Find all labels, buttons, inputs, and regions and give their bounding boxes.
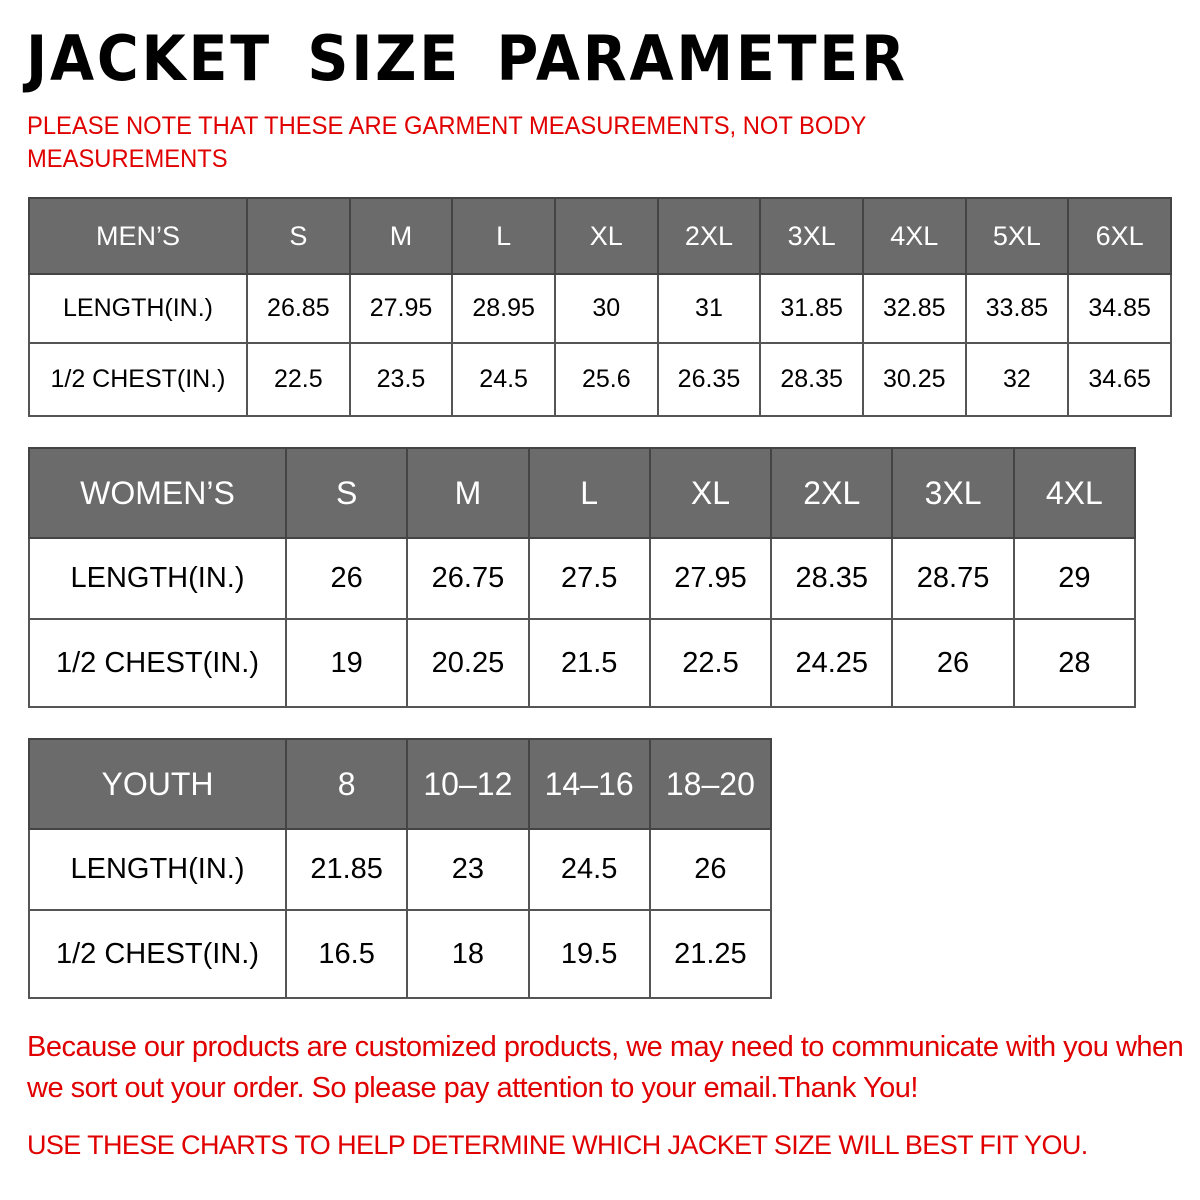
measurement-cell: 27.95: [648, 537, 773, 620]
measurement-cell: 28.35: [770, 537, 894, 620]
row-label: LENGTH(IN.): [28, 273, 248, 344]
size-header-cell: 10–12: [406, 738, 530, 830]
measurement-cell: 30: [553, 273, 659, 344]
measurement-cell: 22.5: [246, 342, 351, 417]
size-header-cell: 3XL: [759, 197, 864, 275]
table-header-row: WOMEN’S S M L XL 2XL 3XL 4XL: [28, 447, 1137, 539]
measurement-cell: 28.35: [759, 342, 864, 417]
size-header-cell: 4XL: [861, 197, 967, 275]
size-header-cell: M: [406, 447, 530, 539]
row-label: 1/2 CHEST(IN.): [28, 342, 248, 417]
measurement-cell: 23: [406, 828, 530, 911]
measurement-cell: 26.75: [406, 537, 530, 620]
measurement-cell: 34.65: [1067, 342, 1172, 417]
measurement-cell: 26: [648, 828, 773, 911]
measurement-cell: 19: [284, 618, 409, 708]
women-size-table: WOMEN’S S M L XL 2XL 3XL 4XL LENGTH(IN.) 26 26.75 2…: [28, 447, 1137, 708]
measurement-cell: 18: [406, 909, 530, 999]
footer-note: USE THESE CHARTS TO HELP DETERMINE WHICH…: [27, 1130, 1088, 1160]
table-category-label: YOUTH: [28, 738, 287, 830]
measurement-cell: 21.25: [648, 909, 773, 999]
table-header-row: MEN’S S M L XL 2XL 3XL 4XL 5XL 6XL: [28, 197, 1172, 275]
measurement-cell: 27.5: [527, 537, 651, 620]
measurement-cell: 31: [656, 273, 762, 344]
measurement-cell: 28.75: [891, 537, 1015, 620]
row-label: LENGTH(IN.): [28, 828, 287, 911]
size-header-cell: 2XL: [770, 447, 894, 539]
measurement-cell: 28: [1012, 618, 1137, 708]
measurement-cell: 20.25: [406, 618, 530, 708]
measurement-cell: 26: [891, 618, 1015, 708]
size-header-cell: 5XL: [964, 197, 1070, 275]
measurement-cell: 26: [284, 537, 409, 620]
measurement-note: PLEASE NOTE THAT THESE ARE GARMENT MEASU…: [27, 112, 866, 173]
measurement-cell: 24.5: [527, 828, 651, 911]
measurement-cell: 22.5: [648, 618, 773, 708]
measurement-cell: 26.85: [246, 273, 351, 344]
measurement-cell: 34.85: [1067, 273, 1172, 344]
size-header-cell: 2XL: [656, 197, 762, 275]
table-row: 1/2 CHEST(IN.) 22.5 23.5 24.5 25.6 26.35 28.35…: [28, 342, 1172, 417]
table-row: 1/2 CHEST(IN.) 19 20.25 21.5 22.5 24.25 26 28: [28, 618, 1137, 708]
measurement-cell: 31.85: [759, 273, 864, 344]
men-size-table: MEN’S S M L XL 2XL 3XL 4XL 5XL 6XL LENGTH(IN.) 26.8…: [28, 197, 1172, 417]
size-header-cell: M: [348, 197, 454, 275]
measurement-cell: 27.95: [348, 273, 454, 344]
measurement-cell: 23.5: [348, 342, 454, 417]
size-header-cell: 3XL: [891, 447, 1015, 539]
measurement-cell: 16.5: [284, 909, 409, 999]
size-header-cell: 8: [284, 738, 409, 830]
row-label: LENGTH(IN.): [28, 537, 287, 620]
measurement-cell: 19.5: [527, 909, 651, 999]
table-header-row: YOUTH 8 10–12 14–16 18–20: [28, 738, 773, 830]
row-label: 1/2 CHEST(IN.): [28, 909, 287, 999]
customization-message: Because our products are customized prod…: [27, 1031, 1184, 1104]
youth-size-table: YOUTH 8 10–12 14–16 18–20 LENGTH(IN.) 21.85 23 2…: [28, 738, 773, 999]
measurement-cell: 29: [1012, 537, 1137, 620]
size-header-cell: S: [246, 197, 351, 275]
table-row: 1/2 CHEST(IN.) 16.5 18 19.5 21.25: [28, 909, 773, 999]
measurement-cell: 25.6: [553, 342, 659, 417]
size-header-cell: 6XL: [1067, 197, 1172, 275]
measurement-cell: 32.85: [861, 273, 967, 344]
measurement-cell: 32: [964, 342, 1070, 417]
size-header-cell: XL: [648, 447, 773, 539]
measurement-cell: 24.5: [451, 342, 556, 417]
measurement-cell: 33.85: [964, 273, 1070, 344]
measurement-cell: 30.25: [861, 342, 967, 417]
size-header-cell: 14–16: [527, 738, 651, 830]
measurement-cell: 21.5: [527, 618, 651, 708]
measurement-cell: 21.85: [284, 828, 409, 911]
table-category-label: MEN’S: [28, 197, 248, 275]
measurement-cell: 26.35: [656, 342, 762, 417]
size-header-cell: S: [284, 447, 409, 539]
size-header-cell: XL: [553, 197, 659, 275]
table-row: LENGTH(IN.) 26.85 27.95 28.95 30 31 31.85 32.85…: [28, 273, 1172, 344]
size-header-cell: L: [451, 197, 556, 275]
size-header-cell: 4XL: [1012, 447, 1137, 539]
page-title: JACKET SIZE PARAMETER: [26, 22, 908, 95]
row-label: 1/2 CHEST(IN.): [28, 618, 287, 708]
table-row: LENGTH(IN.) 26 26.75 27.5 27.95 28.35 28.75 29: [28, 537, 1137, 620]
measurement-cell: 24.25: [770, 618, 894, 708]
size-header-cell: L: [527, 447, 651, 539]
table-row: LENGTH(IN.) 21.85 23 24.5 26: [28, 828, 773, 911]
size-header-cell: 18–20: [648, 738, 773, 830]
measurement-cell: 28.95: [451, 273, 556, 344]
table-category-label: WOMEN’S: [28, 447, 287, 539]
